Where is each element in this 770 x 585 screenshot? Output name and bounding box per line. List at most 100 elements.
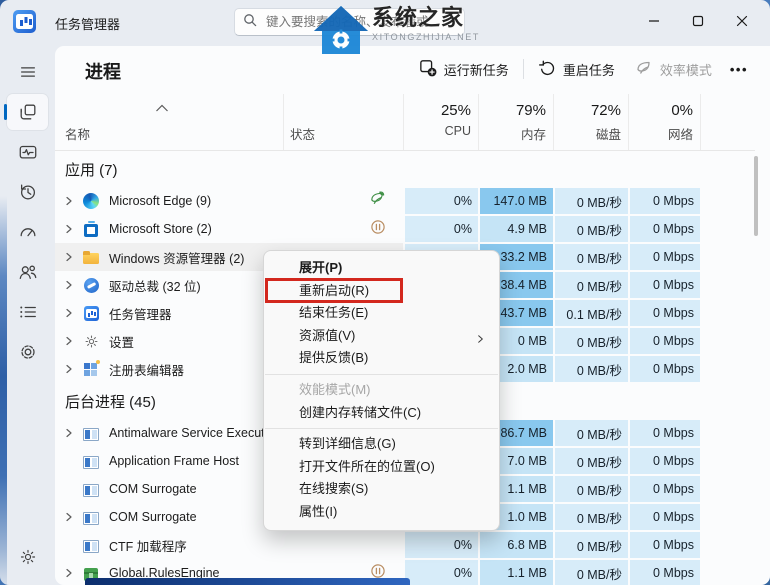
disk-cell: 0 MB/秒 xyxy=(555,356,628,382)
toolbar-separator xyxy=(522,59,524,79)
network-cell: 0 Mbps xyxy=(630,188,700,214)
more-options-button[interactable]: ••• xyxy=(729,61,748,77)
minimize-button[interactable] xyxy=(632,5,676,37)
menu-item[interactable]: 在线搜索(S) xyxy=(299,481,369,497)
search-box[interactable] xyxy=(234,8,465,36)
process-name-cell[interactable]: 设置 xyxy=(55,327,283,355)
column-header-status[interactable]: 状态 xyxy=(290,128,316,142)
expand-chevron-icon[interactable] xyxy=(61,361,77,377)
menu-item[interactable]: 提供反馈(B) xyxy=(299,350,369,366)
column-header-name[interactable]: 名称 xyxy=(65,128,91,142)
menu-item[interactable]: 重新启动(R) xyxy=(299,282,370,298)
process-name: Microsoft Store (2) xyxy=(109,222,212,236)
search-icon xyxy=(243,13,257,32)
menu-item: 效能模式(M) xyxy=(299,381,371,397)
sidebar-item-details[interactable] xyxy=(7,294,48,330)
expand-chevron-icon[interactable] xyxy=(61,221,77,237)
process-name-cell[interactable]: Windows 资源管理器 (2) xyxy=(55,243,283,271)
task-manager-logo-icon xyxy=(13,10,36,33)
process-name: CTF 加载程序 xyxy=(109,539,187,554)
menu-item[interactable]: 转到详细信息(G) xyxy=(299,436,396,452)
table-row[interactable]: Global.RulesEngine 0% 1.1 MB 0 MB/秒 0 Mb… xyxy=(55,559,770,585)
column-header-cpu[interactable]: 25% CPU xyxy=(403,94,478,150)
pause-status-icon xyxy=(370,219,386,240)
column-gridline xyxy=(478,94,479,150)
sidebar-item-users[interactable] xyxy=(7,254,48,290)
expand-chevron-icon[interactable] xyxy=(61,425,77,441)
menu-item[interactable]: 创建内存转储文件(C) xyxy=(299,404,422,420)
expand-chevron-icon[interactable] xyxy=(61,249,77,265)
table-row[interactable]: 注册表编辑器 2.0 MB 0 MB/秒 0 Mbps xyxy=(55,355,770,383)
menu-item[interactable]: 属性(I) xyxy=(299,503,338,519)
sidebar-item-settings[interactable] xyxy=(7,539,48,575)
expand-chevron-icon[interactable] xyxy=(61,305,77,321)
maximize-button[interactable] xyxy=(676,5,720,37)
network-cell: 0 Mbps xyxy=(630,504,700,530)
run-new-task-button[interactable]: 运行新任务 xyxy=(408,52,519,86)
menu-item[interactable]: 结束任务(E) xyxy=(299,305,369,321)
menu-item[interactable]: 打开文件所在的位置(O) xyxy=(299,458,435,474)
search-input[interactable] xyxy=(264,14,456,30)
scrollbar[interactable] xyxy=(754,151,758,581)
row-spacer xyxy=(700,215,770,243)
titlebar: 任务管理器 xyxy=(0,0,770,46)
menu-item[interactable]: 资源值(V) xyxy=(264,325,499,348)
process-name-cell[interactable]: 驱动总裁 (32 位) xyxy=(55,271,283,299)
close-button[interactable] xyxy=(720,5,764,37)
column-header-network[interactable]: 0% 网络 xyxy=(628,94,700,150)
process-name-cell[interactable]: CTF 加载程序 xyxy=(55,531,283,559)
scrollbar-thumb[interactable] xyxy=(754,156,758,236)
disk-cell: 0 MB/秒 xyxy=(555,216,628,242)
nav-rail xyxy=(0,46,55,585)
expand-chevron-icon[interactable] xyxy=(61,565,77,581)
sidebar-item-services[interactable] xyxy=(7,334,48,370)
section-header[interactable]: 后台进程 (45) xyxy=(65,393,156,411)
expand-chevron-icon[interactable] xyxy=(61,509,77,525)
sidebar-item-menu[interactable] xyxy=(7,54,48,90)
process-name-cell[interactable]: 注册表编辑器 xyxy=(55,355,283,383)
row-spacer xyxy=(700,503,770,531)
memory-cell: 147.0 MB xyxy=(480,188,553,214)
settings-app-icon xyxy=(82,333,100,349)
sidebar-item-startup-apps[interactable] xyxy=(7,214,48,250)
process-name-cell[interactable]: Application Frame Host xyxy=(55,447,283,475)
table-row[interactable]: Microsoft Edge (9) 0% 147.0 MB 0 MB/秒 0 … xyxy=(55,187,770,215)
wallpaper-edge-glow xyxy=(0,196,7,585)
cpu-cell: 0% xyxy=(405,560,478,585)
sidebar-item-app-history[interactable] xyxy=(7,174,48,210)
column-header-disk[interactable]: 72% 磁盘 xyxy=(553,94,628,150)
disk-cell: 0 MB/秒 xyxy=(555,328,628,354)
table-row[interactable]: COM Surrogate 1.0 MB 0 MB/秒 0 Mbps xyxy=(55,503,770,531)
column-header-memory[interactable]: 79% 内存 xyxy=(478,94,553,150)
efficiency-mode-button[interactable]: 效率模式 xyxy=(625,53,722,86)
network-cell: 0 Mbps xyxy=(630,560,700,585)
network-label: 网络 xyxy=(667,128,693,142)
expand-chevron-icon[interactable] xyxy=(61,277,77,293)
process-name-cell[interactable]: 任务管理器 xyxy=(55,299,283,327)
process-name-cell[interactable]: COM Surrogate xyxy=(55,503,283,531)
process-name-cell[interactable]: COM Surrogate xyxy=(55,475,283,503)
table-row[interactable]: Microsoft Store (2) 0% 4.9 MB 0 MB/秒 0 M… xyxy=(55,215,770,243)
expand-chevron-icon[interactable] xyxy=(61,333,77,349)
process-name-cell[interactable]: Global.RulesEngine xyxy=(55,559,283,585)
section-header[interactable]: 应用 (7) xyxy=(65,161,118,179)
row-spacer xyxy=(700,187,770,215)
process-name: COM Surrogate xyxy=(109,510,197,524)
table-row[interactable]: CTF 加载程序 0% 6.8 MB 0 MB/秒 0 Mbps xyxy=(55,531,770,559)
process-name-cell[interactable]: Microsoft Store (2) xyxy=(55,215,283,243)
process-name-cell[interactable]: Microsoft Edge (9) xyxy=(55,187,283,215)
status-cell xyxy=(283,559,403,585)
menu-item[interactable]: 展开(P) xyxy=(299,260,343,275)
restart-task-button[interactable]: 重启任务 xyxy=(528,53,625,86)
memory-label: 内存 xyxy=(520,128,546,142)
task-manager-icon xyxy=(82,305,100,321)
disk-cell: 0 MB/秒 xyxy=(555,244,628,270)
sidebar-item-processes[interactable] xyxy=(4,94,48,130)
row-spacer xyxy=(700,559,770,585)
column-gridline xyxy=(283,94,284,150)
sidebar-item-performance[interactable] xyxy=(7,134,48,170)
sort-ascending-icon[interactable] xyxy=(155,99,169,117)
expand-chevron-icon[interactable] xyxy=(61,193,77,209)
process-name-cell[interactable]: Antimalware Service Executable xyxy=(55,419,283,447)
